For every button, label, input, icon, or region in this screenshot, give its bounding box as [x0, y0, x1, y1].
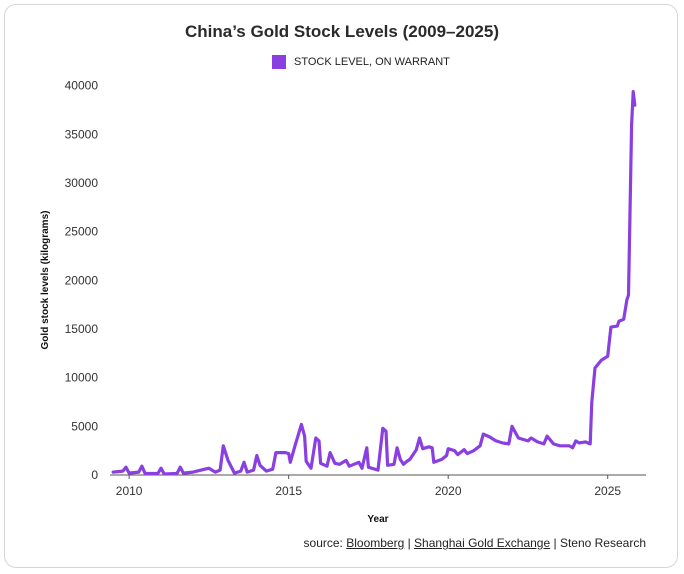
y-tick-label: 0: [91, 468, 98, 482]
source-prefix: source:: [303, 536, 347, 550]
source-sep-1: |: [404, 536, 415, 550]
chart-title: China’s Gold Stock Levels (2009–2025): [184, 22, 499, 41]
y-tick-label: 30000: [65, 176, 99, 190]
source-line: source: Bloomberg | Shanghai Gold Exchan…: [304, 536, 646, 550]
y-tick-label: 40000: [65, 79, 99, 93]
chart-card: [4, 4, 678, 568]
ticks: 0 5000 10000 15000 20000 25000 30000 35000 40000…: [65, 79, 622, 498]
sge-link[interactable]: Shanghai Gold Exchange: [414, 536, 551, 550]
y-tick-label: 15000: [65, 322, 99, 336]
plot-area: [111, 90, 637, 476]
y-tick-label: 35000: [65, 127, 99, 141]
source-sep-2: | Steno Research: [550, 536, 646, 550]
y-tick-label: 10000: [65, 371, 99, 385]
y-tick-label: 25000: [65, 225, 99, 239]
y-tick-label: 20000: [65, 273, 99, 287]
legend-swatch: [272, 55, 286, 69]
legend: STOCK LEVEL, ON WARRANT: [272, 55, 450, 69]
legend-label: STOCK LEVEL, ON WARRANT: [294, 56, 450, 68]
x-tick-label: 2015: [275, 484, 302, 498]
series-line: [111, 90, 637, 476]
x-tick-label: 2025: [594, 484, 621, 498]
x-tick-label: 2010: [116, 484, 143, 498]
bloomberg-link[interactable]: Bloomberg: [346, 536, 405, 550]
x-tick-label: 2020: [435, 484, 462, 498]
y-tick-label: 5000: [71, 419, 98, 433]
y-axis-label: Gold stock levels (kilograms): [40, 211, 51, 350]
x-axis-label: Year: [367, 514, 388, 525]
